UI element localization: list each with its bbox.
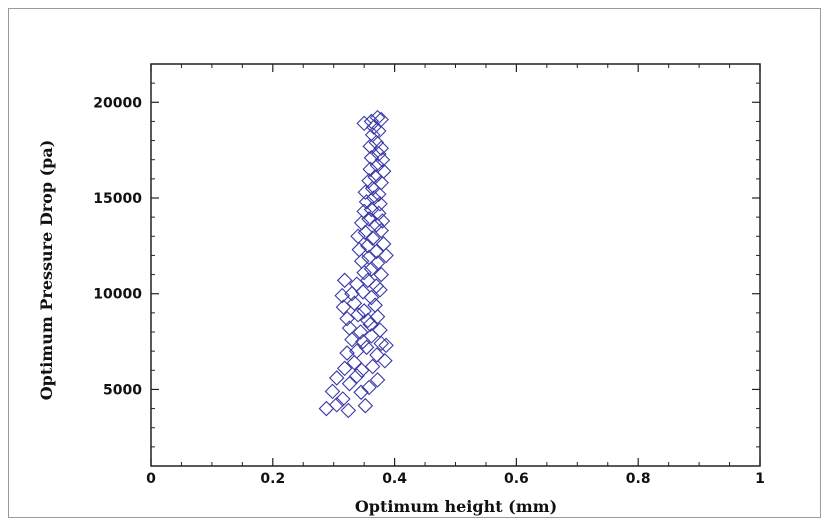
data-point-marker	[369, 372, 386, 388]
data-point-marker	[370, 186, 387, 202]
data-point-marker	[373, 222, 389, 239]
data-point-marker	[358, 194, 375, 210]
data-point-marker	[361, 211, 377, 227]
data-point-marker	[350, 306, 366, 323]
data-point-marker	[363, 113, 380, 130]
x-tick-label: 0.6	[504, 471, 529, 487]
data-point-marker	[353, 384, 369, 401]
data-point-marker	[364, 358, 381, 375]
data-point-marker	[373, 266, 389, 283]
data-point-marker	[368, 243, 385, 260]
x-tick-label: 1	[755, 471, 765, 487]
data-point-marker	[361, 379, 377, 396]
data-point-marker	[370, 146, 387, 162]
data-point-marker	[360, 238, 376, 254]
data-point-marker	[372, 282, 388, 298]
data-point-marker	[368, 217, 385, 233]
data-point-marker	[339, 310, 355, 327]
data-point-marker	[335, 391, 351, 407]
data-point-marker	[336, 360, 353, 377]
data-point-marker	[368, 278, 385, 294]
data-point-marker	[363, 261, 380, 277]
data-point-marker	[364, 127, 381, 143]
data-point-marker	[356, 303, 372, 319]
x-tick-label: 0	[146, 471, 156, 487]
data-point-marker	[361, 172, 377, 189]
data-point-marker	[362, 316, 379, 333]
data-point-marker	[370, 123, 387, 139]
data-point-marker	[357, 184, 374, 201]
data-point-marker	[361, 249, 377, 266]
x-axis-label: Optimum height (mm)	[355, 497, 557, 516]
y-tick-label: 15000	[93, 191, 142, 207]
data-point-marker	[352, 324, 369, 340]
data-point-marker	[324, 383, 341, 400]
data-point-marker	[373, 174, 389, 191]
data-point-marker	[363, 289, 380, 306]
y-axis-label: Optimum Pressure Drop (pa)	[37, 140, 56, 401]
data-point-marker	[369, 308, 386, 325]
data-point-marker	[362, 161, 379, 178]
data-point-marker	[358, 339, 375, 356]
data-point-marker	[339, 345, 355, 361]
data-point-marker	[336, 272, 353, 289]
x-tick-label: 0.4	[382, 471, 407, 487]
data-point-marker	[328, 396, 345, 413]
data-point-marker	[369, 255, 386, 271]
data-point-marker	[341, 320, 358, 336]
data-point-marker	[346, 354, 363, 371]
data-point-marker	[369, 347, 385, 363]
data-point-marker	[373, 111, 389, 128]
data-point-marker	[372, 322, 388, 338]
data-point-marker	[373, 140, 389, 157]
data-point-marker	[340, 402, 357, 419]
data-point-marker	[344, 331, 360, 348]
data-point-marker	[353, 362, 370, 379]
data-point-marker	[366, 119, 382, 135]
x-tick-label: 0.2	[260, 471, 285, 487]
data-point-marker	[328, 370, 345, 386]
data-point-marker	[353, 253, 370, 269]
data-point-marker	[377, 352, 393, 369]
data-point-marker	[335, 299, 352, 315]
chart-points	[318, 109, 394, 419]
y-tick-label: 10000	[93, 287, 142, 303]
data-point-marker	[341, 375, 358, 392]
data-point-marker	[357, 397, 374, 414]
data-point-marker	[349, 276, 365, 292]
data-point-marker	[373, 335, 389, 352]
y-tick-label: 5000	[103, 382, 142, 398]
data-point-marker	[370, 205, 387, 222]
y-tick-label: 20000	[93, 95, 142, 111]
data-point-marker	[334, 287, 351, 304]
data-point-marker	[353, 215, 370, 231]
data-point-marker	[346, 295, 363, 312]
data-point-marker	[364, 230, 381, 246]
data-point-marker	[356, 203, 372, 220]
data-point-marker	[357, 224, 374, 241]
data-point-marker	[363, 150, 380, 166]
data-point-marker	[356, 264, 372, 281]
data-point-marker	[375, 236, 392, 252]
data-point-marker	[372, 195, 388, 212]
data-point-marker	[356, 115, 372, 132]
chart-frame	[8, 8, 821, 518]
data-point-marker	[351, 241, 368, 258]
x-tick-label: 0.8	[626, 471, 651, 487]
data-point-marker	[375, 163, 392, 179]
data-point-marker	[349, 368, 365, 384]
data-point-marker	[362, 138, 379, 155]
plot-area-border	[150, 63, 761, 467]
data-point-marker	[378, 337, 394, 354]
data-point-marker	[374, 151, 391, 168]
data-point-marker	[350, 228, 366, 245]
